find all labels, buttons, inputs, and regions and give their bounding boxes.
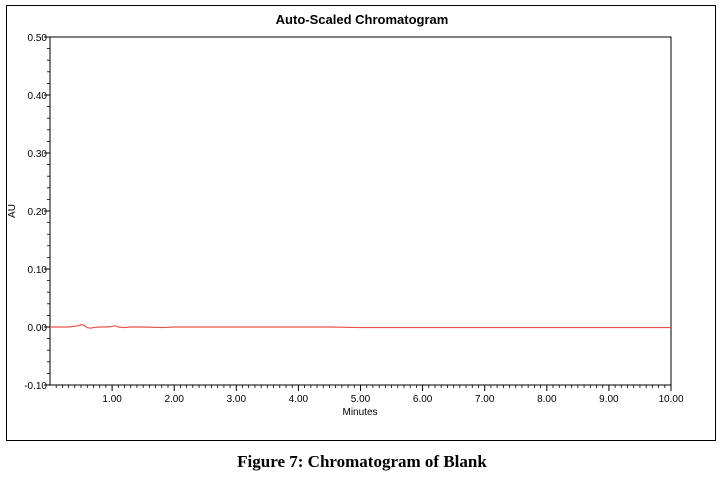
- minor-ticks: [47, 48, 666, 388]
- x-tick-label: 4.00: [289, 394, 309, 405]
- plot-area: [49, 36, 672, 386]
- x-tick-label: 10.00: [658, 394, 683, 405]
- figure-caption: Figure 7: Chromatogram of Blank: [237, 452, 487, 471]
- x-tick-label: 3.00: [227, 394, 247, 405]
- y-tick-label: -0.10: [24, 381, 47, 392]
- chart-frame: [6, 5, 716, 441]
- y-tick-label: 0.10: [28, 265, 48, 276]
- y-tick-label: 0.40: [28, 91, 48, 102]
- chart-title: Auto-Scaled Chromatogram: [275, 12, 449, 27]
- x-tick-label: 7.00: [475, 394, 495, 405]
- y-axis-ticks: -0.10 0.00 0.10 0.20 0.30 0.40 0.50: [24, 33, 50, 392]
- x-tick-label: 9.00: [599, 394, 619, 405]
- x-tick-label: 5.00: [351, 394, 371, 405]
- x-tick-label: 6.00: [413, 394, 433, 405]
- y-tick-label: 0.20: [28, 207, 48, 218]
- y-tick-label: 0.50: [28, 33, 48, 44]
- y-tick-label: 0.30: [28, 149, 48, 160]
- series-layer: [50, 324, 671, 329]
- x-tick-label: 8.00: [537, 394, 557, 405]
- x-axis-title: Minutes: [342, 407, 377, 418]
- y-axis-title: AU: [7, 204, 18, 218]
- x-tick-label: 1.00: [102, 394, 122, 405]
- y-tick-label: 0.00: [28, 323, 48, 334]
- x-axis-ticks: 1.00 2.00 3.00 4.00 5.00 6.00 7.00 8.00 9.00 10.0…: [102, 385, 684, 405]
- series-line: [50, 324, 671, 329]
- x-tick-label: 2.00: [164, 394, 184, 405]
